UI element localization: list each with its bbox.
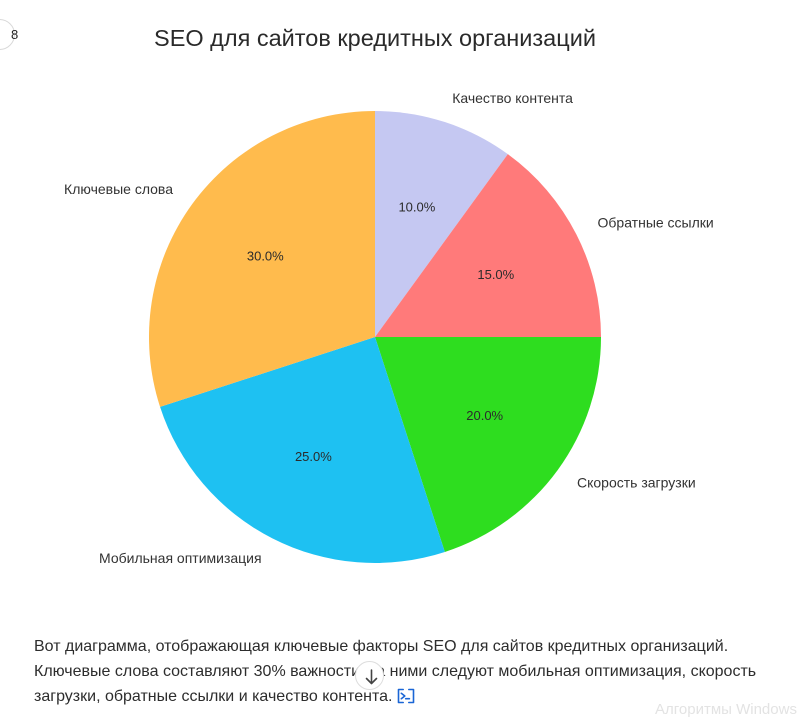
svg-text:Скорость загрузки: Скорость загрузки xyxy=(577,475,696,491)
svg-text:15.0%: 15.0% xyxy=(477,267,514,282)
svg-text:Ключевые слова: Ключевые слова xyxy=(64,181,173,197)
svg-text:Мобильная оптимизация: Мобильная оптимизация xyxy=(99,550,262,566)
svg-text:Обратные ссылки: Обратные ссылки xyxy=(598,214,714,230)
svg-text:20.0%: 20.0% xyxy=(466,408,503,423)
svg-text:30.0%: 30.0% xyxy=(247,249,284,264)
svg-text:10.0%: 10.0% xyxy=(398,199,435,214)
svg-text:Качество контента: Качество контента xyxy=(452,90,573,106)
svg-text:25.0%: 25.0% xyxy=(295,449,332,464)
